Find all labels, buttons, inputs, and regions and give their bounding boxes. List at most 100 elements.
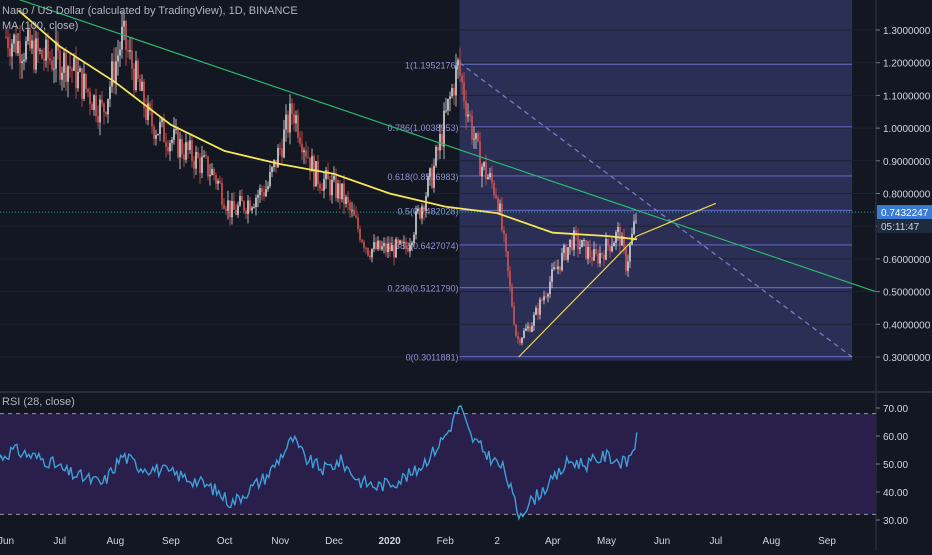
candle-body [513,306,515,325]
candle-body [321,188,323,191]
candle-body [109,86,111,100]
candle-body [239,196,241,206]
time-tick-label: Aug [763,536,781,547]
candle-body [391,244,393,252]
candle-body [59,50,61,80]
candle-body [427,176,429,197]
candle-body [635,220,637,222]
candle-body [419,208,421,219]
candle-body [55,41,57,69]
candle-body [123,20,125,27]
candle-body [139,78,141,91]
trendline-downtrend [18,0,876,293]
candle-body [371,248,373,258]
candle-body [383,243,385,247]
candle-body [271,167,273,173]
candle-body [611,246,613,252]
candle-body [127,49,129,52]
candle-body [261,188,263,193]
rsi-indicator-label: RSI (28, close) [2,396,75,408]
candle-body [49,58,51,61]
candle-body [95,95,97,117]
candle-body [157,133,159,136]
candle-body [83,73,85,99]
candle-body [213,169,215,176]
candle-body [281,148,283,158]
candle-body [5,36,7,38]
candle-body [341,183,343,200]
candle-body [319,184,321,189]
candle-body [69,66,71,69]
candle-body [621,236,623,246]
candle-body [453,88,455,96]
candle-body [377,240,379,250]
candle-body [25,41,27,60]
candle-body [579,247,581,250]
candle-body [135,60,137,90]
candle-body [279,148,281,150]
rsi-band [0,413,876,515]
candle-body [235,209,237,215]
fib-level-label: 1(1.1952176) [405,60,459,70]
candle-body [585,240,587,259]
time-tick-label: Apr [545,536,561,547]
candle-body [397,239,399,244]
candle-body [203,155,205,157]
candle-body [387,243,389,253]
candle-body [51,60,53,70]
candle-body [413,234,415,243]
candle-body [311,156,313,172]
candle-body [251,207,253,211]
candle-body [515,324,517,336]
price-tick-label: 0.9000000 [883,157,931,168]
candle-body [379,240,381,250]
candle-body [177,128,179,158]
candle-body [609,245,611,252]
candle-body [431,168,433,188]
candle-body [85,73,87,89]
candle-body [459,59,461,76]
trendline-support [518,235,638,358]
candle-body [523,330,525,338]
candle-body [11,43,13,57]
candle-body [131,50,133,69]
candle-body [57,41,59,51]
candle-body [361,240,363,243]
candle-body [97,116,99,123]
candle-body [195,151,197,169]
candle-body [463,82,465,102]
candle-body [227,200,229,211]
candle-body [161,118,163,123]
candle-body [469,114,471,116]
candle-body [629,244,631,262]
candle-body [121,26,123,50]
candle-body [237,205,239,215]
candle-body [301,143,303,153]
candle-body [467,114,469,117]
candle-body [7,36,9,49]
candle-body [403,241,405,243]
candle-body [557,266,559,270]
candle-body [309,157,311,172]
candle-body [583,240,585,242]
trendline-projection [459,62,853,358]
candle-body [23,59,25,62]
candle-body [79,68,81,72]
candle-body [535,308,537,315]
candle-body [39,50,41,52]
candle-body [141,81,143,91]
symbol-title: Nano / US Dollar (calculated by TradingV… [2,5,298,17]
candle-body [479,141,481,177]
candle-body [185,142,187,160]
candle-body [433,165,435,188]
candle-body [13,34,15,44]
price-tick-label: 0.6000000 [883,255,931,266]
candle-body [475,133,477,139]
candle-body [193,160,195,169]
candle-body [367,248,369,256]
candle-body [623,236,625,249]
candle-body [603,254,605,260]
candle-body [593,249,595,261]
candle-body [73,57,75,71]
